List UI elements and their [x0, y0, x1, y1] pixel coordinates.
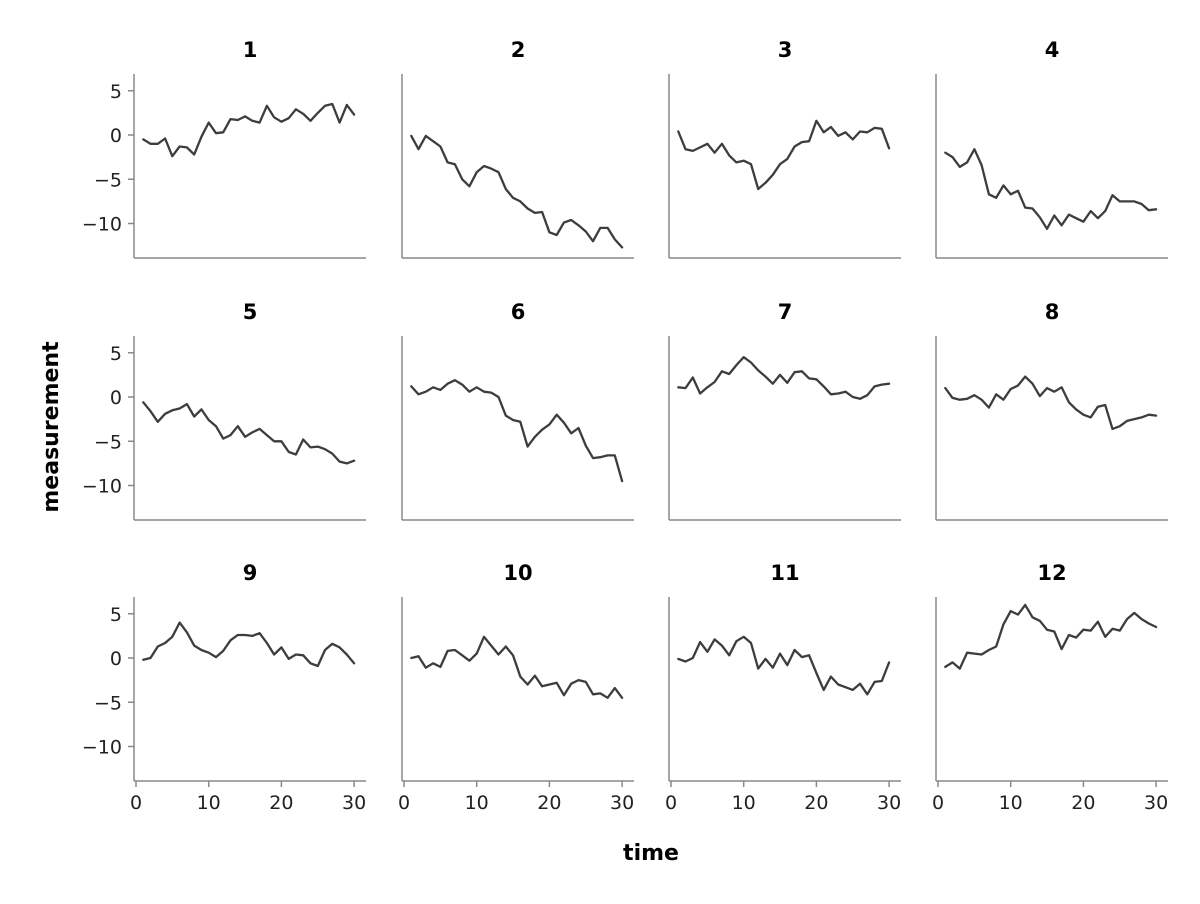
panel-8: 8: [935, 300, 1168, 521]
y-tick-label: 5: [110, 343, 122, 365]
series-line: [410, 134, 624, 249]
x-tick-label: 20: [537, 792, 561, 814]
panel-10: 10 0 10 20 30: [398, 561, 634, 814]
panel-12: 12 0 10 20 30: [932, 561, 1168, 814]
panel-title: 2: [511, 38, 526, 62]
y-tick-label: −10: [82, 214, 122, 236]
x-tick-label: 10: [732, 792, 756, 814]
panel-title: 1: [243, 38, 258, 62]
y-tick-label: 0: [110, 387, 122, 409]
y-tick-label: 0: [110, 648, 122, 670]
series-line: [410, 379, 624, 483]
x-tick-label: 20: [804, 792, 828, 814]
panel-title: 7: [778, 300, 793, 324]
panel-title: 9: [243, 561, 258, 585]
x-tick-label: 0: [932, 792, 944, 814]
panel-title: 6: [511, 300, 526, 324]
y-tick-label: −5: [94, 692, 122, 714]
x-tick-label: 20: [1071, 792, 1095, 814]
panel-5: 5 5 0 −5 −10: [82, 300, 366, 521]
panel-6: 6: [401, 300, 634, 521]
panel-title: 3: [778, 38, 793, 62]
panel-2: 2: [401, 38, 634, 259]
x-axis-title: time: [623, 841, 679, 866]
y-tick-label: −5: [94, 169, 122, 191]
y-axis-title: measurement: [39, 341, 64, 513]
series-line: [677, 119, 891, 191]
x-tick-label: 10: [465, 792, 489, 814]
panel-4: 4: [935, 38, 1168, 259]
y-tick-label: 5: [110, 81, 122, 103]
y-tick-label: 0: [110, 125, 122, 147]
x-tick-label: 30: [610, 792, 634, 814]
series-line: [142, 102, 356, 158]
panel-9: 9 5 0 −5 −10 0 10 20 30: [82, 561, 366, 814]
x-tick-label: 10: [999, 792, 1023, 814]
x-tick-label: 0: [665, 792, 677, 814]
x-tick-label: 0: [398, 792, 410, 814]
y-tick-label: 5: [110, 604, 122, 626]
series-line: [142, 621, 356, 668]
x-tick-label: 30: [342, 792, 366, 814]
x-tick-label: 20: [269, 792, 293, 814]
panel-title: 12: [1037, 561, 1066, 585]
x-tick-label: 10: [197, 792, 221, 814]
panel-7: 7: [668, 300, 901, 521]
y-tick-label: −10: [82, 737, 122, 759]
y-tick-label: −5: [94, 431, 122, 453]
series-line: [410, 635, 624, 699]
series-line: [677, 635, 891, 696]
panel-3: 3: [668, 38, 901, 259]
panel-title: 8: [1045, 300, 1060, 324]
series-line: [944, 603, 1158, 670]
x-tick-label: 0: [130, 792, 142, 814]
series-line: [677, 356, 891, 400]
panel-title: 10: [503, 561, 532, 585]
x-tick-label: 30: [877, 792, 901, 814]
panel-1: 1 5 0 −5 −10: [82, 38, 366, 259]
series-line: [944, 148, 1158, 230]
panel-title: 4: [1045, 38, 1060, 62]
series-line: [142, 401, 356, 465]
panel-title: 11: [770, 561, 799, 585]
panel-11: 11 0 10 20 30: [665, 561, 901, 814]
x-tick-label: 30: [1144, 792, 1168, 814]
panel-title: 5: [243, 300, 258, 324]
y-tick-label: −10: [82, 476, 122, 498]
series-line: [944, 375, 1158, 431]
